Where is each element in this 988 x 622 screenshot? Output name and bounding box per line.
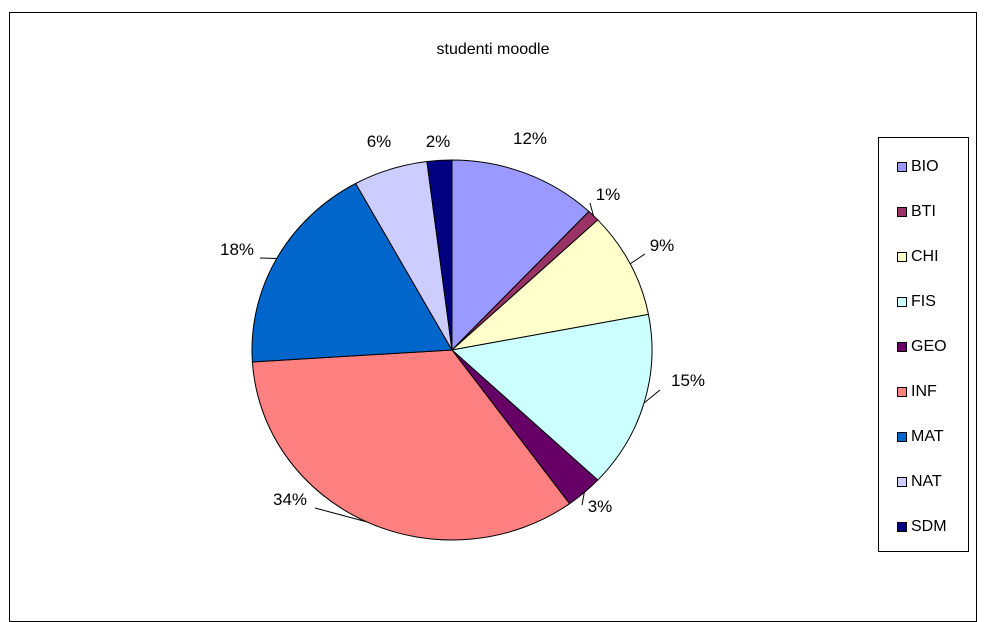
- legend-label: INF: [911, 383, 937, 401]
- slice-label-nat: 6%: [367, 132, 392, 151]
- slice-label-bio: 12%: [513, 129, 547, 148]
- legend-label: MAT: [911, 428, 944, 446]
- slice-label-bti: 1%: [596, 185, 621, 204]
- legend-item-mat: MAT: [879, 414, 968, 459]
- slice-label-geo: 3%: [588, 497, 613, 516]
- legend-label: BTI: [911, 203, 936, 221]
- legend-item-chi: CHI: [879, 234, 968, 279]
- leader-line-chi: [630, 254, 645, 264]
- legend-swatch: [897, 162, 907, 172]
- slice-label-sdm: 2%: [426, 132, 451, 151]
- legend-swatch: [897, 432, 907, 442]
- legend-label: CHI: [911, 248, 939, 266]
- legend-swatch: [897, 387, 907, 397]
- legend-item-bio: BIO: [879, 144, 968, 189]
- legend-swatch: [897, 252, 907, 262]
- legend: BIO BTI CHI FIS GEO INF MAT NAT SDM: [878, 137, 969, 552]
- legend-swatch: [897, 297, 907, 307]
- legend-label: FIS: [911, 293, 936, 311]
- legend-swatch: [897, 477, 907, 487]
- slice-label-inf: 34%: [273, 490, 307, 509]
- legend-label: NAT: [911, 473, 942, 491]
- legend-item-inf: INF: [879, 369, 968, 414]
- legend-item-fis: FIS: [879, 279, 968, 324]
- legend-item-bti: BTI: [879, 189, 968, 234]
- legend-item-geo: GEO: [879, 324, 968, 369]
- legend-label: SDM: [911, 518, 947, 536]
- slice-label-mat: 18%: [220, 240, 254, 259]
- legend-swatch: [897, 207, 907, 217]
- legend-item-sdm: SDM: [879, 504, 968, 549]
- legend-swatch: [897, 522, 907, 532]
- legend-label: GEO: [911, 338, 947, 356]
- slice-label-chi: 9%: [650, 236, 675, 255]
- slice-label-fis: 15%: [671, 371, 705, 390]
- legend-label: BIO: [911, 158, 939, 176]
- legend-item-nat: NAT: [879, 459, 968, 504]
- legend-swatch: [897, 342, 907, 352]
